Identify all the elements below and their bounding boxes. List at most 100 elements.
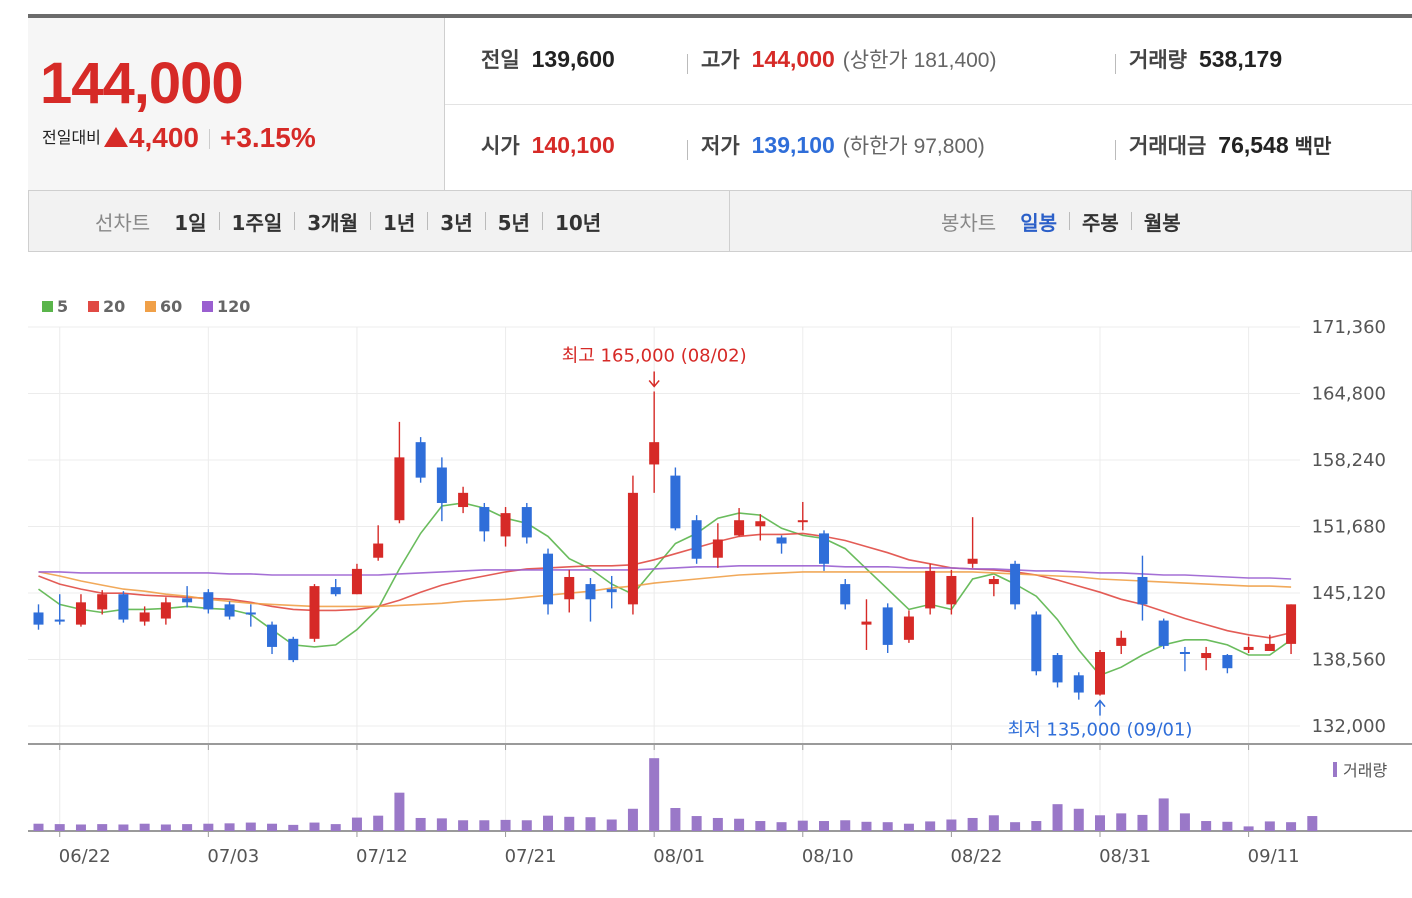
volume-bar bbox=[118, 824, 129, 831]
candle-body bbox=[97, 594, 108, 610]
tab-line-period-1[interactable]: 1주일 bbox=[231, 210, 283, 235]
volume-bar bbox=[521, 820, 532, 831]
volume-bar bbox=[97, 824, 108, 831]
volume-bar bbox=[139, 823, 150, 831]
volume-legend-swatch bbox=[1333, 762, 1337, 777]
candle-body bbox=[500, 513, 511, 537]
candle-body bbox=[946, 575, 957, 605]
change-percent: +3.15% bbox=[219, 122, 316, 153]
candle-body bbox=[458, 492, 469, 508]
high-arrow-head bbox=[648, 379, 660, 388]
tab-separator bbox=[427, 212, 429, 230]
y-tick-label: 151,680 bbox=[1312, 517, 1386, 538]
x-tick-label: 07/21 bbox=[505, 846, 557, 867]
volume-bar bbox=[245, 822, 256, 831]
tab-line-period-5[interactable]: 5년 bbox=[497, 210, 530, 235]
volume-bar bbox=[755, 821, 766, 831]
candle-body bbox=[436, 467, 447, 503]
candle-body bbox=[1264, 643, 1275, 651]
x-tick-label: 06/22 bbox=[59, 846, 111, 867]
volume-bar bbox=[479, 820, 490, 831]
volume-bar bbox=[967, 817, 978, 831]
candle-body bbox=[479, 507, 490, 532]
tab-candle-period-2[interactable]: 월봉 bbox=[1143, 210, 1181, 235]
candle-body bbox=[118, 594, 129, 620]
legend-label-60: 60 bbox=[160, 297, 182, 316]
volume-bar bbox=[224, 823, 235, 831]
prev-close: 전일 139,600 bbox=[481, 46, 615, 72]
quote-row-2: 시가 140,100 저가 139,100 (하한가 97,800) 거래대금 76,5… bbox=[445, 104, 1412, 190]
candle-body bbox=[288, 638, 299, 661]
candle-body bbox=[712, 539, 723, 558]
candle-body bbox=[903, 616, 914, 640]
candle-body bbox=[1243, 646, 1254, 650]
candle-body bbox=[139, 612, 150, 622]
volume-bar bbox=[1095, 815, 1105, 831]
candle-chart-label: 봉차트 bbox=[941, 210, 997, 235]
volume-bar bbox=[1137, 814, 1148, 831]
tab-separator bbox=[1069, 212, 1071, 230]
volume-bar bbox=[54, 824, 65, 831]
volume-bar bbox=[288, 824, 299, 831]
volume-bar bbox=[1073, 808, 1084, 831]
y-tick-label: 171,360 bbox=[1312, 317, 1386, 338]
tab-candle-period-1[interactable]: 주봉 bbox=[1082, 210, 1119, 235]
volume-bar bbox=[351, 817, 362, 831]
tab-line-period-2[interactable]: 3개월 bbox=[307, 210, 358, 235]
tab-separator bbox=[484, 212, 486, 230]
tab-separator bbox=[369, 212, 371, 230]
volume-bar bbox=[1307, 816, 1318, 831]
y-tick-label: 158,240 bbox=[1312, 450, 1386, 471]
candle-body bbox=[606, 589, 617, 593]
volume-bar bbox=[1264, 821, 1275, 831]
x-tick-label: 08/10 bbox=[802, 846, 854, 867]
volume: 거래량 538,179 bbox=[1129, 46, 1283, 72]
legend-label-20: 20 bbox=[103, 297, 125, 316]
volume-bar bbox=[712, 817, 723, 831]
tab-line-period-0[interactable]: 1일 bbox=[174, 210, 207, 235]
day-high: 고가 144,000 (상한가 181,400) bbox=[701, 46, 997, 72]
ma-line-120 bbox=[38, 564, 1292, 580]
volume-bar bbox=[903, 823, 914, 831]
volume-bar bbox=[1052, 804, 1063, 831]
candle-body bbox=[160, 602, 171, 619]
volume-bar bbox=[946, 819, 957, 831]
candle-body bbox=[54, 619, 65, 622]
current-price: 144,000 bbox=[40, 51, 244, 116]
candle-body bbox=[882, 607, 893, 645]
day-low: 저가 139,100 (하한가 97,800) bbox=[701, 132, 985, 158]
volume-bar bbox=[203, 823, 214, 831]
candle-body bbox=[734, 520, 745, 536]
divider bbox=[1115, 140, 1116, 160]
tab-candle-period-0[interactable]: 일봉 bbox=[1020, 210, 1058, 235]
volume-bar bbox=[564, 816, 575, 831]
candle-body bbox=[203, 592, 214, 610]
candle-body bbox=[967, 558, 978, 564]
volume-bar bbox=[627, 808, 638, 831]
tab-line-period-6[interactable]: 10년 bbox=[554, 210, 602, 235]
volume-bar bbox=[988, 815, 999, 831]
change-value: 4,400 bbox=[128, 122, 199, 153]
candle-body bbox=[1286, 604, 1297, 644]
volume-bar bbox=[649, 758, 660, 831]
ma-line-60 bbox=[38, 571, 1292, 608]
volume-bar bbox=[797, 820, 808, 831]
volume-bar bbox=[1158, 798, 1169, 831]
candle-body bbox=[330, 587, 341, 595]
x-tick-label: 08/01 bbox=[653, 846, 705, 867]
candle-body bbox=[1179, 651, 1190, 654]
tab-line-period-3[interactable]: 1년 bbox=[382, 210, 416, 235]
tab-line-period-4[interactable]: 3년 bbox=[440, 210, 473, 235]
change-label: 전일대비 bbox=[42, 128, 101, 147]
ma-line-5 bbox=[38, 502, 1292, 677]
line-chart-tabs: 선차트 1일 1주일 3개월 1년 3년 5년 10년 bbox=[95, 191, 601, 251]
y-tick-label: 164,800 bbox=[1312, 384, 1386, 405]
candle-body bbox=[819, 533, 830, 564]
volume-bar bbox=[1116, 813, 1127, 831]
candle-body bbox=[351, 568, 362, 595]
volume-bar bbox=[458, 820, 469, 831]
candle-body bbox=[925, 570, 936, 609]
change-separator bbox=[208, 129, 210, 149]
y-tick-label: 132,000 bbox=[1312, 716, 1386, 737]
